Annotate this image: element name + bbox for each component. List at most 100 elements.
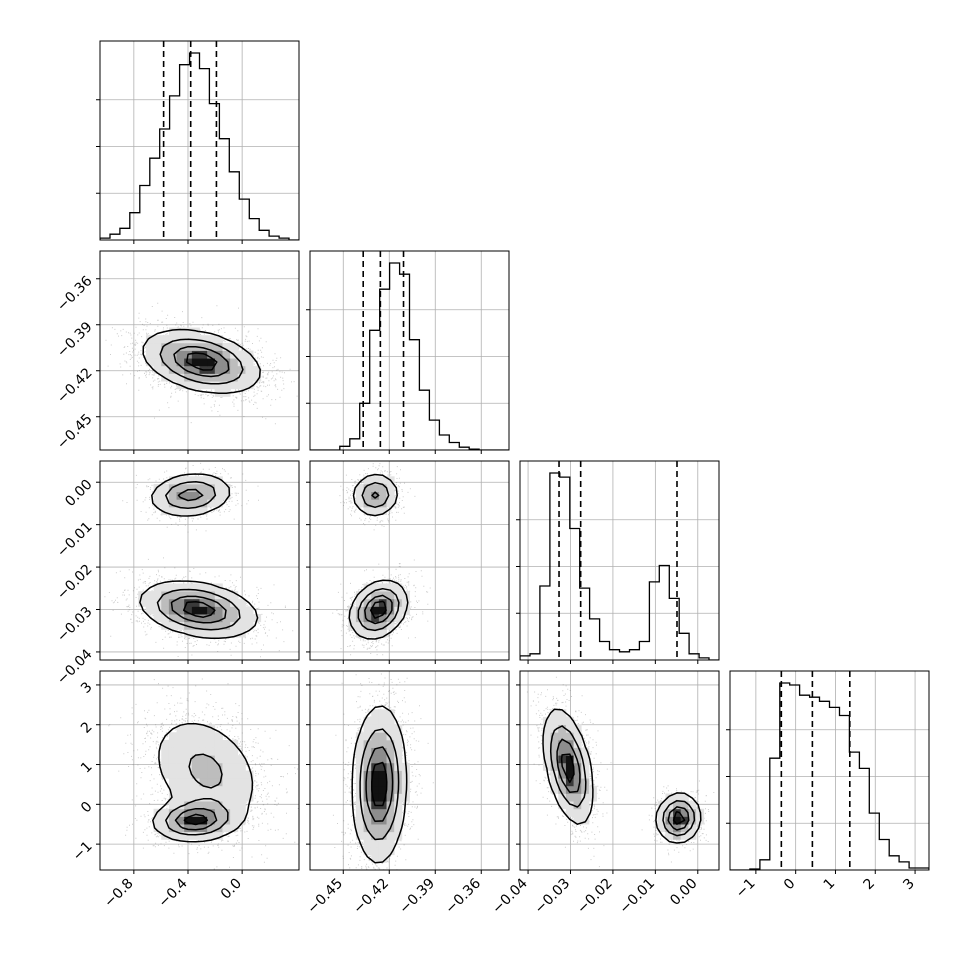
density-cell — [363, 747, 372, 756]
density-cell — [378, 506, 387, 515]
density-cell — [657, 801, 666, 810]
density-cell — [363, 506, 372, 515]
density-cell — [176, 793, 185, 802]
density-cell — [688, 824, 697, 833]
density-cell — [581, 808, 590, 817]
density-cell — [394, 591, 403, 600]
density-cell — [558, 793, 567, 802]
panel-frame — [99, 40, 300, 241]
x-tick-label: 0 — [781, 876, 799, 894]
density-cell — [245, 614, 254, 623]
y-tick-label: −0.36 — [54, 273, 96, 315]
density-cell — [665, 793, 674, 802]
density-cell — [230, 342, 239, 351]
density-cell — [355, 606, 364, 615]
density-cell — [237, 358, 246, 367]
density-cell — [378, 785, 387, 794]
density-cell — [222, 365, 231, 374]
density-cell — [184, 476, 193, 485]
density-cell — [378, 839, 387, 848]
density-cell — [245, 365, 254, 374]
density-cell — [222, 491, 231, 500]
density-cell — [199, 476, 208, 485]
contour-line — [371, 761, 388, 807]
density-cell — [199, 739, 208, 748]
density-cell — [191, 732, 200, 741]
density-cell — [386, 724, 395, 733]
density-cell — [176, 770, 185, 779]
density-cell — [558, 770, 567, 779]
density-cell — [191, 831, 200, 840]
density-cell — [386, 598, 395, 607]
density-cell — [222, 793, 231, 802]
density-cell — [176, 778, 185, 787]
density-cell — [371, 831, 380, 840]
density-cell — [378, 778, 387, 787]
density-cell — [542, 724, 552, 733]
density-cell — [191, 724, 200, 733]
density-cell — [378, 606, 387, 615]
density-cell — [214, 476, 223, 485]
density-cell — [145, 606, 154, 615]
density-cell — [176, 499, 185, 508]
density-cell — [161, 350, 170, 359]
pair-panel-1-0: −0.45−0.42−0.39−0.36 — [54, 250, 300, 454]
density-cell — [184, 583, 193, 592]
contour-line — [365, 746, 394, 823]
density-cell — [184, 491, 193, 500]
density-cell — [371, 785, 380, 794]
x-tick-label: −0.45 — [304, 876, 346, 918]
density-cell — [184, 591, 193, 600]
density-cell — [573, 762, 582, 771]
panel-frame — [309, 460, 510, 661]
density-cell — [207, 801, 216, 810]
density-cell — [394, 824, 403, 833]
density-cell — [581, 801, 590, 810]
density-cell — [386, 747, 395, 756]
density-cell — [550, 778, 559, 787]
density-cell — [363, 839, 372, 848]
density-cell — [207, 793, 216, 802]
histogram-step — [520, 472, 719, 660]
density-cell — [222, 824, 231, 833]
density-cell — [168, 808, 177, 817]
density-cell — [573, 770, 582, 779]
density-cell — [168, 335, 177, 344]
density-cell — [145, 591, 154, 600]
density-cell — [199, 591, 208, 600]
density-cell — [573, 793, 582, 802]
density-cell — [214, 483, 223, 493]
density-cell — [214, 770, 223, 779]
density-cell — [207, 358, 216, 367]
density-cell — [363, 724, 372, 733]
x-tick-label: −0.01 — [617, 876, 659, 918]
density-cell — [199, 491, 208, 500]
hist-panel-3-content — [730, 671, 929, 870]
density-cell — [355, 598, 364, 607]
density-cell — [199, 732, 208, 741]
density-cell — [245, 785, 254, 794]
density-cell — [542, 716, 552, 725]
density-cell — [363, 785, 372, 794]
density-cell — [230, 591, 239, 600]
density-cell — [207, 583, 216, 592]
density-cell — [378, 476, 387, 485]
density-cell — [386, 614, 395, 623]
density-cell — [245, 606, 254, 615]
density-cell — [214, 801, 223, 810]
density-cell — [199, 483, 208, 493]
density-cell — [214, 335, 223, 344]
density-cell — [394, 801, 403, 810]
density-cell — [378, 831, 387, 840]
x-tick-label: −0.36 — [442, 875, 484, 917]
density-cell — [184, 793, 193, 802]
density-cell — [191, 358, 200, 367]
density-cell — [207, 350, 216, 359]
density-cell — [176, 739, 185, 748]
density-cell — [230, 381, 239, 390]
density-cell — [176, 506, 185, 515]
density-cell — [153, 483, 162, 493]
density-cell — [371, 778, 380, 787]
density-cell — [355, 591, 364, 600]
density-cell — [199, 762, 208, 771]
